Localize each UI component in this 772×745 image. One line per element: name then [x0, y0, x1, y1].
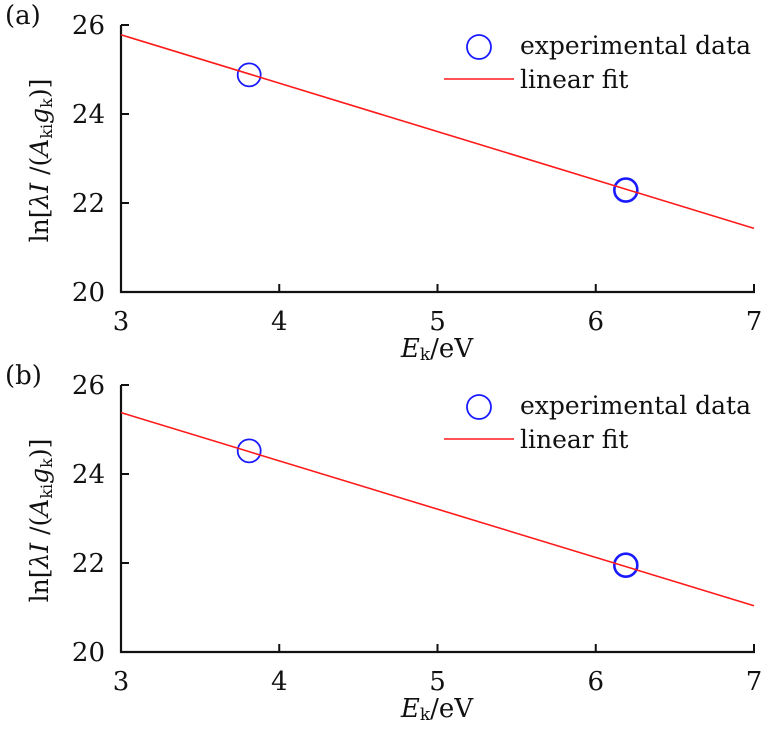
y-label-part: A: [25, 499, 54, 519]
x-tick-label: 5: [429, 307, 446, 337]
y-label-part: g: [25, 108, 54, 124]
x-tick-label: 4: [271, 667, 288, 697]
x-label-unit: /eV: [430, 694, 474, 724]
y-tick-label: 20: [72, 278, 105, 308]
data-point: [613, 177, 639, 203]
y-tick-label: 22: [72, 189, 105, 219]
y-label-part: A: [25, 139, 54, 159]
y-label-part: )]: [25, 79, 54, 99]
x-tick-label: 6: [587, 667, 604, 697]
legend-label-data: experimental data: [520, 391, 751, 420]
y-label-part: ki: [37, 124, 56, 139]
legend-label-fit: linear fit: [520, 65, 628, 94]
y-label-part: /(: [25, 517, 54, 543]
y-tick-label: 26: [72, 11, 105, 41]
x-label-main: E: [400, 334, 420, 364]
data-point: [613, 552, 639, 579]
y-label-part: ki: [37, 484, 56, 499]
y-tick-label: 26: [72, 371, 105, 401]
legend-marker-data: [466, 34, 492, 60]
y-label-part: ln[: [25, 209, 54, 243]
y-label-part: k: [37, 98, 56, 108]
data-point: [236, 62, 262, 88]
x-tick-label: 7: [746, 667, 763, 697]
x-label-unit: /eV: [430, 334, 474, 364]
x-label-sub: k: [420, 345, 431, 365]
y-label-part: λI: [25, 182, 54, 210]
x-tick-label: 7: [746, 307, 763, 337]
y-label-part: ln[: [25, 569, 54, 603]
y-label-part: /(: [25, 157, 54, 183]
y-label-part: )]: [25, 439, 54, 459]
y-label-part: λI: [25, 542, 54, 570]
x-tick-label: 6: [587, 307, 604, 337]
x-axis-label: Ek/eV: [400, 694, 474, 725]
y-label-part: g: [25, 468, 54, 484]
legend-label-fit: linear fit: [520, 425, 628, 454]
x-tick-label: 3: [113, 307, 130, 337]
panel-label: (b): [5, 361, 42, 391]
data-point: [236, 438, 262, 464]
legend-marker-data: [466, 394, 492, 420]
x-label-sub: k: [420, 705, 431, 725]
x-label-main: E: [400, 694, 420, 724]
y-axis-label: ln[λI /(Akigk)]: [25, 79, 56, 243]
y-tick-label: 24: [72, 460, 105, 490]
y-tick-label: 24: [72, 100, 105, 130]
y-tick-label: 22: [72, 549, 105, 579]
panel-label: (a): [5, 1, 41, 31]
linear-fit-line: [120, 411, 755, 607]
linear-fit-line: [120, 34, 755, 230]
x-tick-label: 4: [271, 307, 288, 337]
y-axis-label: ln[λI /(Akigk)]: [25, 439, 56, 603]
x-axis-label: Ek/eV: [400, 334, 474, 365]
y-label-part: k: [37, 458, 56, 468]
x-tick-label: 3: [113, 667, 130, 697]
y-tick-label: 20: [72, 638, 105, 668]
legend-label-data: experimental data: [520, 31, 751, 60]
x-tick-label: 5: [429, 667, 446, 697]
